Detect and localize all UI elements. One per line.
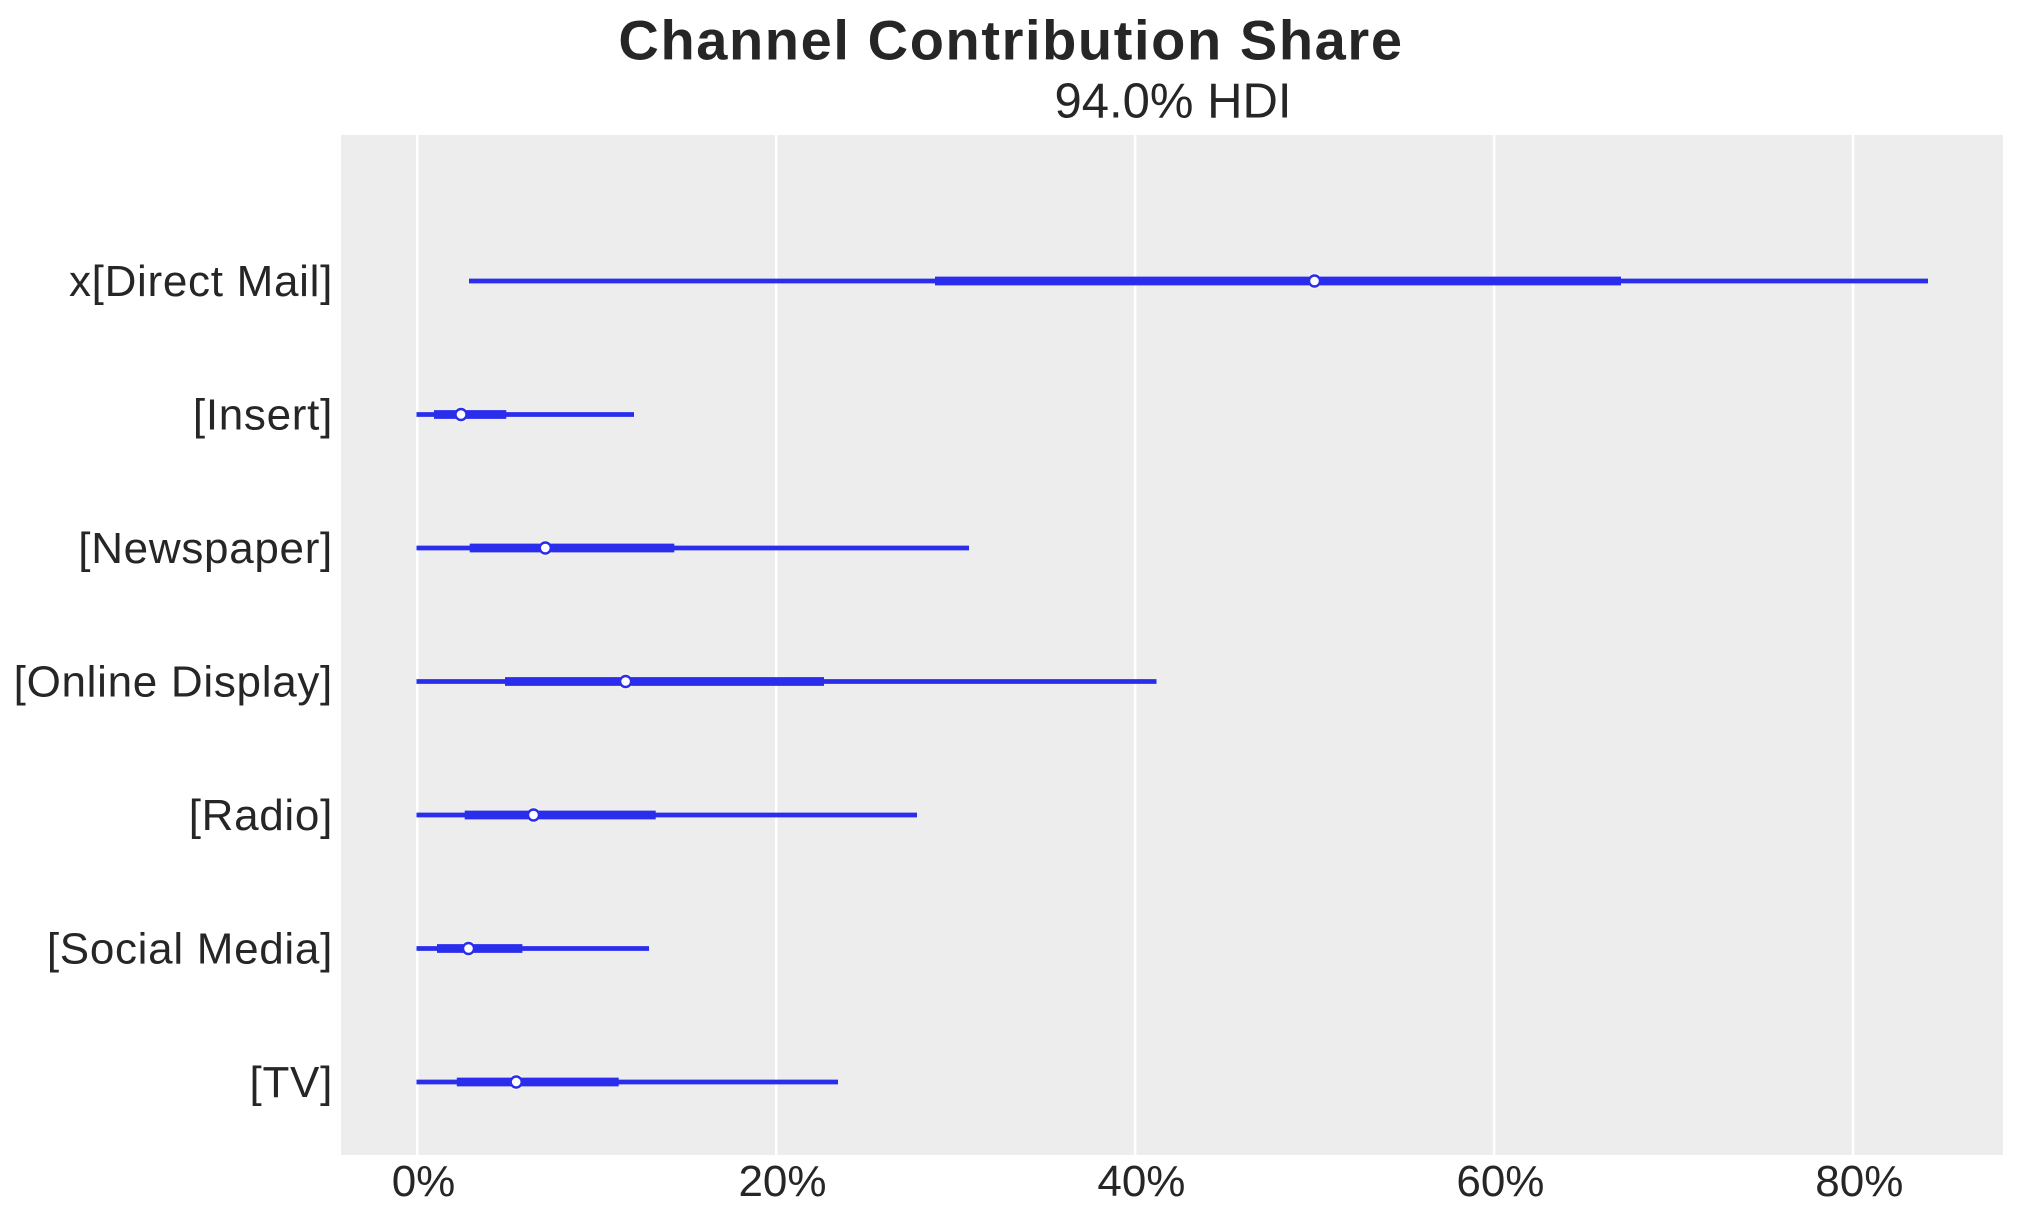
svg-text:[Online Display]: [Online Display] [14, 658, 333, 707]
svg-text:60%: 60% [1456, 1157, 1544, 1206]
svg-text:0%: 0% [392, 1157, 456, 1206]
svg-text:94.0% HDI: 94.0% HDI [1055, 75, 1292, 129]
svg-text:80%: 80% [1815, 1157, 1903, 1206]
svg-text:40%: 40% [1097, 1157, 1185, 1206]
svg-text:x[Direct Mail]: x[Direct Mail] [69, 257, 333, 306]
svg-text:[Radio]: [Radio] [189, 791, 333, 840]
svg-text:[Insert]: [Insert] [193, 391, 333, 440]
svg-text:Channel Contribution Share: Channel Contribution Share [618, 9, 1403, 72]
svg-text:[Social Media]: [Social Media] [47, 925, 333, 974]
svg-text:[Newspaper]: [Newspaper] [78, 524, 333, 573]
svg-text:20%: 20% [738, 1157, 826, 1206]
svg-text:[TV]: [TV] [250, 1058, 333, 1107]
